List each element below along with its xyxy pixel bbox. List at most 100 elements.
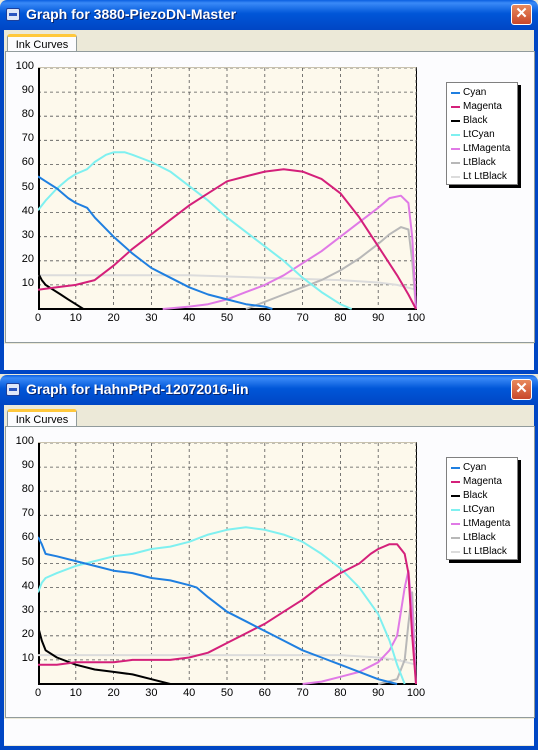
legend-item: LtBlack bbox=[451, 156, 517, 170]
legend-swatch-ltmagenta bbox=[451, 523, 460, 525]
legend-label: LtBlack bbox=[463, 532, 496, 543]
series-line-ltcyan bbox=[38, 526, 406, 685]
x-tick-label: 90 bbox=[372, 687, 385, 699]
y-tick-label: 90 bbox=[21, 84, 34, 97]
tab-ink-curves[interactable]: Ink Curves bbox=[7, 409, 77, 429]
x-tick-label: 70 bbox=[296, 312, 309, 324]
x-tick-label: 40 bbox=[183, 312, 196, 324]
legend-label: LtCyan bbox=[463, 129, 495, 140]
close-button[interactable]: ✕ bbox=[511, 4, 532, 25]
legend-label: LtMagenta bbox=[463, 143, 511, 154]
legend-item: Lt LtBlack bbox=[451, 545, 517, 559]
x-tick-label: 100 bbox=[406, 687, 426, 699]
x-tick-label: 100 bbox=[406, 312, 426, 324]
legend-item: Cyan bbox=[451, 461, 517, 475]
legend-swatch-magenta bbox=[451, 106, 460, 108]
legend-label: LtMagenta bbox=[463, 518, 511, 529]
ink-curves-chart bbox=[38, 443, 417, 685]
window-footer bbox=[4, 719, 534, 745]
x-tick-label: 30 bbox=[145, 687, 158, 699]
title-bar[interactable]: Graph for HahnPtPd-12072016-lin ✕ bbox=[0, 375, 538, 405]
legend-item: Magenta bbox=[451, 475, 517, 489]
window-border-left bbox=[0, 30, 4, 374]
x-tick-label: 0 bbox=[34, 312, 42, 324]
x-tick-label: 40 bbox=[183, 687, 196, 699]
x-tick-label: 90 bbox=[372, 312, 385, 324]
y-tick-label: 20 bbox=[21, 252, 34, 265]
legend-item: Magenta bbox=[451, 100, 517, 114]
y-tick-label: 50 bbox=[21, 555, 34, 568]
legend-item: Black bbox=[451, 114, 517, 128]
series-line-black bbox=[38, 272, 84, 310]
tab-panel: 10 20 30 40 50 60 70 80 90 100 0 10 20 30 40 50 60 70 80 90… bbox=[5, 426, 535, 718]
tab-ink-curves[interactable]: Ink Curves bbox=[7, 34, 77, 54]
x-tick-label: 70 bbox=[296, 687, 309, 699]
x-tick-label: 80 bbox=[334, 687, 347, 699]
legend-item: LtMagenta bbox=[451, 517, 517, 531]
x-tick-label: 50 bbox=[220, 687, 234, 699]
window-title: Graph for HahnPtPd-12072016-lin bbox=[26, 381, 249, 397]
legend-label: Cyan bbox=[463, 462, 487, 473]
legend-label: Black bbox=[463, 490, 488, 501]
window-footer bbox=[4, 344, 534, 370]
y-tick-label: 40 bbox=[21, 204, 34, 217]
chart-plot-area bbox=[38, 442, 417, 685]
x-tick-label: 20 bbox=[107, 687, 120, 699]
window-border-right bbox=[534, 30, 538, 374]
y-tick-label: 80 bbox=[21, 483, 34, 496]
y-tick-label: 70 bbox=[21, 132, 34, 145]
x-tick-label: 30 bbox=[145, 312, 158, 324]
x-tick-label: 10 bbox=[69, 312, 82, 324]
legend-swatch-ltltblack bbox=[451, 176, 460, 178]
series-line-ltblack bbox=[245, 226, 417, 310]
graph-window-1: Graph for 3880-PiezoDN-Master ✕ Ink Curv… bbox=[0, 0, 538, 374]
legend-swatch-ltcyan bbox=[451, 134, 460, 136]
legend-swatch-ltltblack bbox=[451, 551, 460, 553]
close-icon: ✕ bbox=[515, 380, 528, 397]
window-title: Graph for 3880-PiezoDN-Master bbox=[26, 6, 237, 22]
legend-item: LtMagenta bbox=[451, 142, 517, 156]
window-border-bottom bbox=[0, 746, 538, 750]
x-tick-label: 20 bbox=[107, 312, 120, 324]
legend-swatch-black bbox=[451, 495, 460, 497]
legend-item: LtCyan bbox=[451, 503, 517, 517]
title-bar[interactable]: Graph for 3880-PiezoDN-Master ✕ bbox=[0, 0, 538, 30]
legend-swatch-ltblack bbox=[451, 162, 460, 164]
series-line-lt-ltblack bbox=[38, 274, 417, 291]
window-border-bottom bbox=[0, 370, 538, 374]
legend-swatch-ltblack bbox=[451, 537, 460, 539]
legend-swatch-cyan bbox=[451, 92, 460, 94]
x-tick-label: 10 bbox=[69, 687, 82, 699]
y-tick-label: 90 bbox=[21, 459, 34, 472]
legend-item: Black bbox=[451, 489, 517, 503]
chart-plot-area bbox=[38, 67, 417, 310]
window-app-icon[interactable] bbox=[6, 8, 20, 21]
legend-label: Magenta bbox=[463, 101, 502, 112]
legend-label: Magenta bbox=[463, 476, 502, 487]
chart-axes bbox=[38, 68, 417, 310]
y-tick-label: 10 bbox=[21, 651, 34, 664]
window-app-icon[interactable] bbox=[6, 383, 20, 396]
window-border-left bbox=[0, 405, 4, 750]
series-line-cyan bbox=[38, 175, 273, 310]
legend-swatch-ltmagenta bbox=[451, 148, 460, 150]
chart-legend: Cyan Magenta Black LtCyan LtMagenta LtBl… bbox=[446, 457, 518, 560]
series-line-lt-ltblack bbox=[38, 654, 417, 666]
y-tick-label: 10 bbox=[21, 276, 34, 289]
chart-legend: Cyan Magenta Black LtCyan LtMagenta LtBl… bbox=[446, 82, 518, 185]
series-line-black bbox=[38, 625, 171, 685]
series-line-ltcyan bbox=[38, 151, 353, 310]
legend-item: LtCyan bbox=[451, 128, 517, 142]
close-button[interactable]: ✕ bbox=[511, 379, 532, 400]
series-line-magenta bbox=[38, 543, 417, 685]
ink-curves-chart bbox=[38, 68, 417, 310]
y-tick-label: 60 bbox=[21, 156, 34, 169]
graph-window-2: Graph for HahnPtPd-12072016-lin ✕ Ink Cu… bbox=[0, 375, 538, 750]
series-line-ltblack bbox=[377, 591, 417, 685]
series-line-magenta bbox=[38, 168, 417, 310]
legend-label: Lt LtBlack bbox=[463, 546, 507, 557]
y-tick-label: 40 bbox=[21, 579, 34, 592]
series-line-ltmagenta bbox=[162, 194, 417, 310]
y-tick-label: 70 bbox=[21, 507, 34, 520]
series-line-cyan bbox=[38, 536, 398, 685]
